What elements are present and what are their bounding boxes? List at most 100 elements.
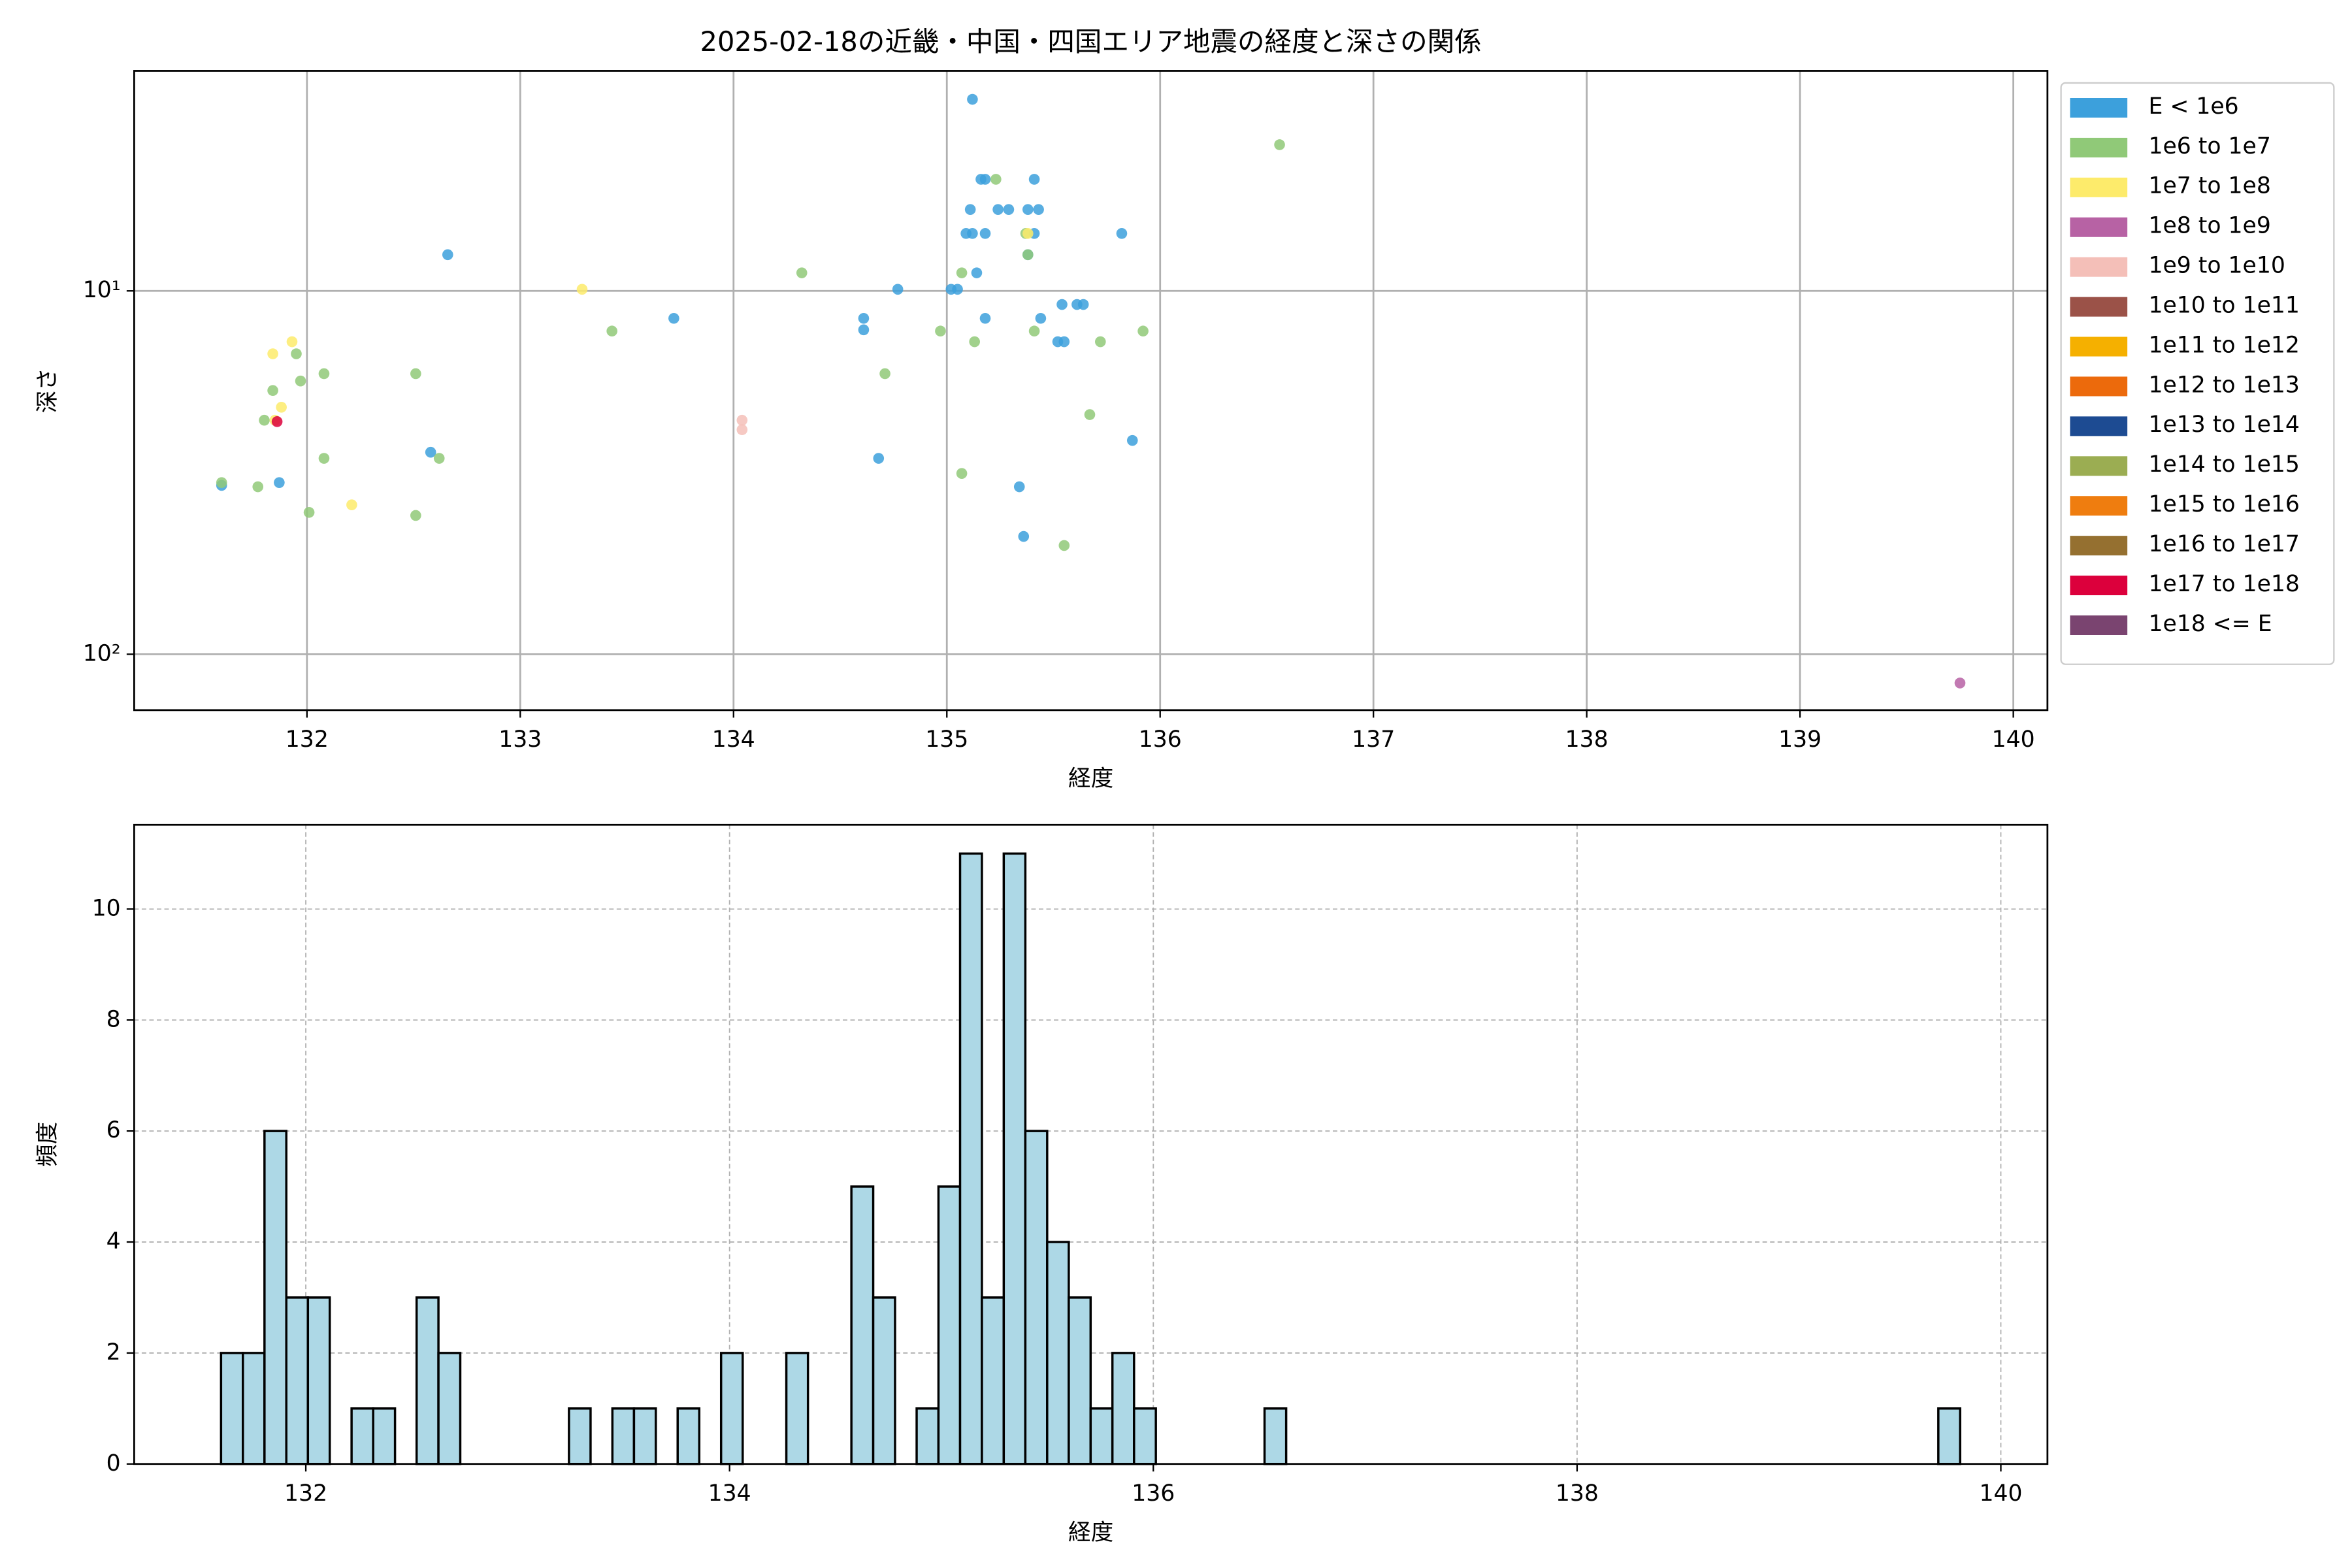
legend-label: 1e12 to 1e13	[2148, 372, 2299, 398]
point	[1022, 249, 1034, 261]
point	[964, 204, 976, 215]
legend-label: 1e15 to 1e16	[2148, 491, 2299, 517]
point	[967, 93, 978, 105]
y-tick-label: 10¹	[83, 277, 121, 303]
point	[668, 312, 679, 324]
bar	[872, 1296, 896, 1465]
x-axis-label: 経度	[1068, 1520, 1113, 1546]
bar	[242, 1352, 266, 1465]
legend-swatch	[2070, 297, 2128, 317]
bar	[1111, 1352, 1135, 1465]
bar	[350, 1407, 374, 1465]
point	[858, 324, 870, 336]
point	[979, 312, 991, 324]
legend-label: E < 1e6	[2148, 93, 2238, 120]
point	[1028, 325, 1040, 337]
legend-label: 1e14 to 1e15	[2148, 451, 2299, 478]
legend-swatch	[2070, 536, 2128, 556]
x-tick-label: 135	[925, 727, 968, 753]
bar	[372, 1407, 397, 1465]
y-tick-label: 10	[92, 895, 121, 921]
point	[1084, 409, 1096, 420]
point	[267, 385, 278, 397]
plot-frame	[133, 823, 2049, 1465]
bar	[1089, 1407, 1114, 1465]
point	[956, 267, 968, 278]
x-tick-label: 138	[1556, 1480, 1599, 1507]
point	[736, 414, 748, 426]
point	[979, 174, 991, 185]
bar	[937, 1185, 962, 1465]
point	[291, 348, 302, 359]
legend-label: 1e17 to 1e18	[2148, 571, 2299, 597]
point	[410, 510, 421, 521]
point	[736, 424, 748, 435]
point	[271, 416, 283, 427]
x-tick-label: 134	[712, 727, 755, 753]
legend-swatch	[2070, 257, 2128, 277]
bar	[719, 1352, 744, 1465]
point	[892, 284, 904, 295]
legend-label: 1e6 to 1e7	[2148, 133, 2270, 159]
point	[952, 284, 963, 295]
x-tick-label: 136	[1132, 1480, 1175, 1507]
point	[1077, 299, 1089, 310]
point	[274, 477, 285, 488]
legend-label: 1e11 to 1e12	[2148, 332, 2299, 358]
bar	[785, 1352, 809, 1465]
point	[879, 368, 890, 380]
bar	[981, 1296, 1005, 1465]
point	[858, 312, 870, 324]
point	[267, 348, 278, 359]
bar	[568, 1407, 592, 1465]
point	[410, 368, 421, 380]
point	[1274, 139, 1285, 150]
point	[1013, 481, 1025, 493]
point	[1033, 204, 1044, 215]
bar	[263, 1130, 287, 1465]
point	[956, 468, 968, 479]
point	[1058, 336, 1070, 348]
bar	[220, 1352, 244, 1465]
point	[425, 446, 436, 458]
point	[286, 336, 298, 348]
legend-label: 1e8 to 1e9	[2148, 213, 2270, 239]
legend-box	[2060, 82, 2335, 665]
legend-label: 1e7 to 1e8	[2148, 173, 2270, 199]
y-tick-label: 10²	[83, 640, 121, 666]
x-tick-label: 132	[286, 727, 329, 753]
y-tick-label: 6	[106, 1117, 121, 1143]
bar	[1937, 1407, 1961, 1465]
x-tick-label: 138	[1565, 727, 1609, 753]
legend-label: 1e9 to 1e10	[2148, 253, 2285, 279]
y-axis-label: 深さ	[35, 368, 61, 413]
x-tick-label: 137	[1352, 727, 1395, 753]
point	[1126, 434, 1138, 446]
x-tick-label: 140	[1979, 1480, 2022, 1507]
bar	[437, 1352, 462, 1465]
x-axis-label: 経度	[1068, 766, 1113, 792]
legend-swatch	[2070, 376, 2128, 397]
bar	[1263, 1407, 1288, 1465]
point	[318, 368, 330, 380]
point	[216, 477, 227, 488]
point	[346, 499, 357, 511]
point	[971, 267, 983, 278]
point	[1022, 204, 1034, 215]
legend-swatch	[2070, 137, 2128, 157]
point	[1056, 299, 1068, 310]
point	[992, 204, 1004, 215]
point	[1094, 336, 1106, 348]
x-tick-label: 139	[1778, 727, 1821, 753]
legend-swatch	[2070, 615, 2128, 635]
point	[1058, 540, 1070, 551]
point	[873, 453, 885, 464]
point	[967, 228, 978, 239]
point	[303, 506, 315, 518]
bar	[632, 1407, 657, 1465]
bar	[1133, 1407, 1157, 1465]
point	[1116, 228, 1128, 239]
bar	[415, 1296, 440, 1465]
